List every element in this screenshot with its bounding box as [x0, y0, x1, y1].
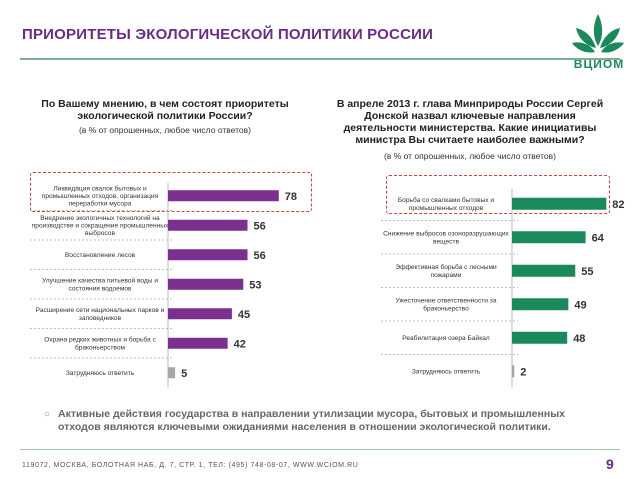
left-bar-chart: Ликвидация свалок бытовых и промышленных … [30, 183, 297, 388]
left-category-label: Внедрение экологичных технологий на произ… [32, 214, 169, 237]
left-category-label: Улучшение качества питьевой воды и состоя… [42, 277, 158, 293]
left-bar [168, 367, 176, 379]
right-bar-chart: Борьба со свалками бытовых и промышленных… [381, 189, 625, 388]
left-bar [168, 190, 279, 202]
right-category-label: Эффективная борьба с лесными пожарами [395, 263, 497, 279]
right-bar [512, 365, 515, 378]
left-value-label: 78 [285, 191, 297, 203]
left-category-label: Охрана редких животных и борьба с браконь… [44, 336, 156, 352]
right-category-label: Ужесточение ответственности за браконьерс… [396, 298, 497, 313]
right-question: В апреле 2013 г. глава Минприроды России… [336, 98, 604, 146]
left-category-label: Ликвидация свалок бытовых и промышленных … [42, 184, 159, 207]
right-value-label: 82 [612, 199, 624, 211]
right-bar [512, 231, 586, 244]
right-category-label: Борьба со свалками бытовых и промышленных… [398, 196, 495, 212]
page-title: ПРИОРИТЕТЫ ЭКОЛОГИЧЕСКОЙ ПОЛИТИКИ РОССИИ [22, 26, 434, 43]
left-value-label: 56 [254, 250, 266, 262]
bullet-icon: ○ [44, 409, 51, 420]
left-value-label: 56 [254, 220, 266, 232]
left-highlight-box [30, 172, 312, 212]
right-bar [512, 197, 607, 210]
left-category-label: Восстановление лесов [65, 252, 136, 259]
logo-text: ВЦИОМ [573, 57, 625, 71]
footer-rule [20, 449, 620, 450]
left-category-label: Расширение сети национальных парков и зап… [36, 307, 165, 322]
left-value-label: 53 [249, 279, 261, 291]
page-number: 9 [606, 456, 614, 472]
left-question: По Вашему мнению, в чем состоят приорите… [41, 98, 289, 122]
left-subtitle: (в % от опрошенных, любое число ответов) [79, 125, 251, 135]
right-category-label: Реабилитация озера Байкал [402, 334, 490, 342]
leaf-logo-icon [572, 14, 624, 53]
footer-address: 119072, МОСКВА, БОЛОТНАЯ НАБ, Д. 7, СТР.… [22, 462, 359, 469]
left-bar [168, 337, 228, 349]
right-bar [512, 298, 569, 311]
right-subtitle: (в % от опрошенных, любое число ответов) [384, 151, 556, 161]
left-value-label: 45 [238, 309, 250, 321]
conclusion-text: Активные действия государства в направле… [58, 408, 565, 433]
left-bar [168, 219, 248, 231]
right-value-label: 64 [592, 232, 605, 244]
right-category-label: Затрудняюсь ответить [412, 368, 481, 375]
left-bar [168, 278, 244, 290]
right-value-label: 48 [573, 333, 585, 345]
right-bar [512, 264, 576, 277]
left-bar [168, 249, 248, 261]
left-bar [168, 308, 232, 320]
right-category-label: Снижение выбросов озоноразрушающих вещест… [383, 230, 509, 246]
header-rule [20, 58, 620, 60]
right-value-label: 2 [520, 366, 526, 378]
left-value-label: 42 [234, 338, 246, 350]
left-value-label: 5 [181, 368, 187, 380]
right-value-label: 55 [581, 266, 593, 278]
right-highlight-box [386, 175, 610, 214]
right-bar [512, 331, 568, 344]
left-category-label: Затрудняюсь ответить [66, 370, 135, 377]
right-value-label: 49 [574, 299, 586, 311]
